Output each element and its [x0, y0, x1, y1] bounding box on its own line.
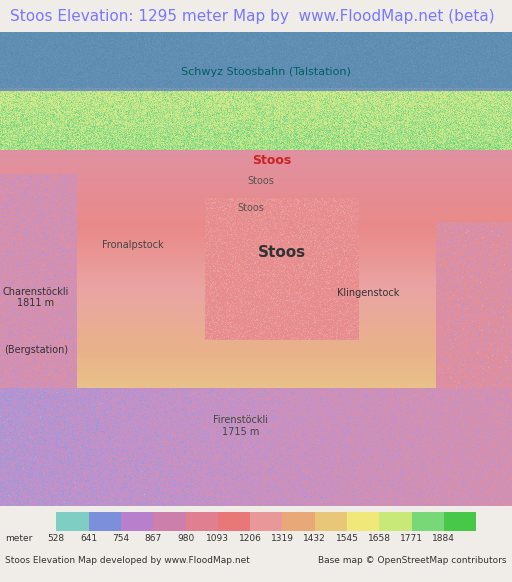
- Bar: [185, 512, 218, 531]
- Text: 641: 641: [80, 534, 97, 543]
- Text: Schwyz Stoosbahn (Talstation): Schwyz Stoosbahn (Talstation): [181, 68, 351, 77]
- Bar: [89, 512, 121, 531]
- Bar: [250, 512, 283, 531]
- Text: Base map © OpenStreetMap contributors: Base map © OpenStreetMap contributors: [318, 556, 507, 565]
- Bar: [283, 512, 315, 531]
- Text: Stoos: Stoos: [258, 245, 306, 260]
- Text: (Bergstation): (Bergstation): [4, 345, 68, 355]
- Text: 1319: 1319: [271, 534, 294, 543]
- Text: Klingenstock: Klingenstock: [337, 288, 400, 298]
- Bar: [56, 512, 89, 531]
- Bar: [0, 32, 512, 91]
- Text: Charenstöckli
1811 m: Charenstöckli 1811 m: [3, 287, 69, 308]
- Text: 1432: 1432: [303, 534, 326, 543]
- Text: 754: 754: [112, 534, 130, 543]
- Bar: [444, 512, 476, 531]
- Text: 1093: 1093: [206, 534, 229, 543]
- Text: 1884: 1884: [433, 534, 455, 543]
- Bar: [153, 512, 185, 531]
- Text: 867: 867: [144, 534, 162, 543]
- Text: 528: 528: [48, 534, 65, 543]
- Bar: [379, 512, 412, 531]
- Bar: [315, 512, 347, 531]
- Bar: [218, 512, 250, 531]
- Text: Fronalpstock: Fronalpstock: [102, 240, 164, 250]
- Text: Stoos: Stoos: [252, 154, 291, 166]
- Bar: [347, 512, 379, 531]
- Bar: [121, 512, 153, 531]
- Text: Firenstöckli
1715 m: Firenstöckli 1715 m: [213, 415, 268, 436]
- Text: 1206: 1206: [239, 534, 262, 543]
- Text: Stoos: Stoos: [238, 203, 264, 212]
- Text: meter: meter: [5, 534, 32, 543]
- Bar: [412, 512, 444, 531]
- Text: Stoos: Stoos: [248, 176, 274, 186]
- Text: 1771: 1771: [400, 534, 423, 543]
- Text: Stoos Elevation Map developed by www.FloodMap.net: Stoos Elevation Map developed by www.Flo…: [5, 556, 250, 565]
- Text: 1545: 1545: [335, 534, 358, 543]
- Text: 1658: 1658: [368, 534, 391, 543]
- Text: Stoos Elevation: 1295 meter Map by  www.FloodMap.net (beta): Stoos Elevation: 1295 meter Map by www.F…: [10, 9, 495, 23]
- Text: 980: 980: [177, 534, 194, 543]
